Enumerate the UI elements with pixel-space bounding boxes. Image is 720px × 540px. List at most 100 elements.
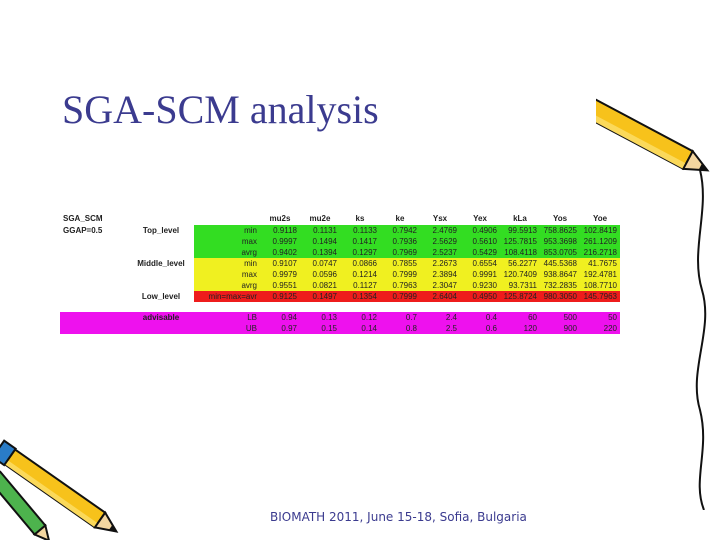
value-cell: 0.9551 <box>260 280 300 291</box>
value-cell: 108.7710 <box>580 280 620 291</box>
param-label <box>60 291 128 302</box>
results-table: SGA_SCM mu2s mu2e ks ke Ysx Yex kLa Yos Yoe GGAP=0… <box>60 212 660 334</box>
table-row: max 0.9979 0.0596 0.1214 0.7999 2.3894 0.9991 1… <box>60 269 620 280</box>
column-header: Ysx <box>432 214 448 223</box>
value-cell: 56.2277 <box>500 258 540 269</box>
value-cell: 0.9979 <box>260 269 300 280</box>
column-header: mu2e <box>309 214 331 223</box>
table-row: avrg 0.9402 0.1394 0.1297 0.7969 2.5237 0.5429… <box>60 247 620 258</box>
value-cell: 0.9118 <box>260 225 300 236</box>
value-cell: 732.2835 <box>540 280 580 291</box>
value-cell: 980.3050 <box>540 291 580 302</box>
value-cell: 0.14 <box>340 323 380 334</box>
value-cell: 0.0747 <box>300 258 340 269</box>
value-cell: 0.1497 <box>300 291 340 302</box>
value-cell: 0.4950 <box>460 291 500 302</box>
value-cell: 220 <box>580 323 620 334</box>
value-cell: 2.5 <box>420 323 460 334</box>
level-label: Top_level <box>142 226 180 235</box>
value-cell: 0.13 <box>300 312 340 323</box>
value-cell: 0.9997 <box>260 236 300 247</box>
value-cell: 99.5913 <box>500 225 540 236</box>
value-cell: 0.1131 <box>300 225 340 236</box>
value-cell: 0.4906 <box>460 225 500 236</box>
value-cell: 0.97 <box>260 323 300 334</box>
value-cell: 758.8625 <box>540 225 580 236</box>
value-cell: 2.4 <box>420 312 460 323</box>
value-cell: 0.1127 <box>340 280 380 291</box>
table-row: GGAP=0.5 Top_level min 0.9118 0.1131 0.1133 0.… <box>60 225 620 236</box>
value-cell: 93.7311 <box>500 280 540 291</box>
level-label <box>128 280 194 291</box>
column-header: Yoe <box>592 214 608 223</box>
value-cell: 125.7815 <box>500 236 540 247</box>
column-header: Yex <box>473 214 487 223</box>
value-cell: 938.8647 <box>540 269 580 280</box>
stat-label: min=max=avr <box>194 291 260 302</box>
level-label <box>128 269 194 280</box>
value-cell: 145.7963 <box>580 291 620 302</box>
column-header: mu2s <box>269 214 291 223</box>
value-cell: 0.94 <box>260 312 300 323</box>
column-header: Yos <box>552 214 568 223</box>
param-label <box>60 247 128 258</box>
table-row: advisable LB 0.94 0.13 0.12 0.7 2.4 0.4 60 500 50 <box>60 312 620 323</box>
stat-label: min <box>194 225 260 236</box>
param-label <box>60 269 128 280</box>
value-cell: 2.6404 <box>420 291 460 302</box>
value-cell: 0.0866 <box>340 258 380 269</box>
table-header-row: SGA_SCM mu2s mu2e ks ke Ysx Yex kLa Yos Yoe <box>60 212 620 225</box>
param-label <box>60 312 128 323</box>
value-cell: 0.7963 <box>380 280 420 291</box>
column-header: ks <box>355 214 365 223</box>
table-gap-row <box>60 302 620 312</box>
table-header-cell <box>194 212 260 225</box>
value-cell: 2.3894 <box>420 269 460 280</box>
value-cell: 0.7969 <box>380 247 420 258</box>
value-cell: 192.4781 <box>580 269 620 280</box>
value-cell: 900 <box>540 323 580 334</box>
value-cell: 102.8419 <box>580 225 620 236</box>
pencil-icon <box>0 439 119 540</box>
value-cell: 0.7855 <box>380 258 420 269</box>
value-cell: 261.1209 <box>580 236 620 247</box>
value-cell: 0.1297 <box>340 247 380 258</box>
value-cell: 0.9991 <box>460 269 500 280</box>
table-row: avrg 0.9551 0.0821 0.1127 0.7963 2.3047 0.9230… <box>60 280 620 291</box>
value-cell: 0.9125 <box>260 291 300 302</box>
slide-title: SGA-SCM analysis <box>62 87 379 132</box>
table-corner-label: SGA_SCM <box>63 214 103 223</box>
stat-label: LB <box>194 312 260 323</box>
value-cell: 0.7 <box>380 312 420 323</box>
value-cell: 2.5237 <box>420 247 460 258</box>
stat-label: max <box>194 269 260 280</box>
value-cell: 0.1214 <box>340 269 380 280</box>
value-cell: 50 <box>580 312 620 323</box>
value-cell: 0.9107 <box>260 258 300 269</box>
value-cell: 0.1354 <box>340 291 380 302</box>
column-header: ke <box>395 214 405 223</box>
table-row: UB 0.97 0.15 0.14 0.8 2.5 0.6 120 900 220 <box>60 323 620 334</box>
stat-label: avrg <box>194 280 260 291</box>
value-cell: 500 <box>540 312 580 323</box>
value-cell: 0.9402 <box>260 247 300 258</box>
table-row: Low_level min=max=avr 0.9125 0.1497 0.1354 0.… <box>60 291 620 302</box>
stat-label: avrg <box>194 247 260 258</box>
value-cell: 0.7999 <box>380 269 420 280</box>
level-label: Middle_level <box>137 259 185 268</box>
param-label <box>60 236 128 247</box>
stat-label: max <box>194 236 260 247</box>
value-cell: 2.2673 <box>420 258 460 269</box>
value-cell: 60 <box>500 312 540 323</box>
value-cell: 216.2718 <box>580 247 620 258</box>
value-cell: 853.0705 <box>540 247 580 258</box>
param-label <box>60 323 128 334</box>
pencil-icon <box>596 79 710 172</box>
level-label <box>128 323 194 334</box>
value-cell: 0.4 <box>460 312 500 323</box>
value-cell: 0.1133 <box>340 225 380 236</box>
value-cell: 0.1394 <box>300 247 340 258</box>
value-cell: 125.8724 <box>500 291 540 302</box>
table-row: Middle_level min 0.9107 0.0747 0.0866 0.7855 2… <box>60 258 620 269</box>
level-label: advisable <box>128 312 194 323</box>
